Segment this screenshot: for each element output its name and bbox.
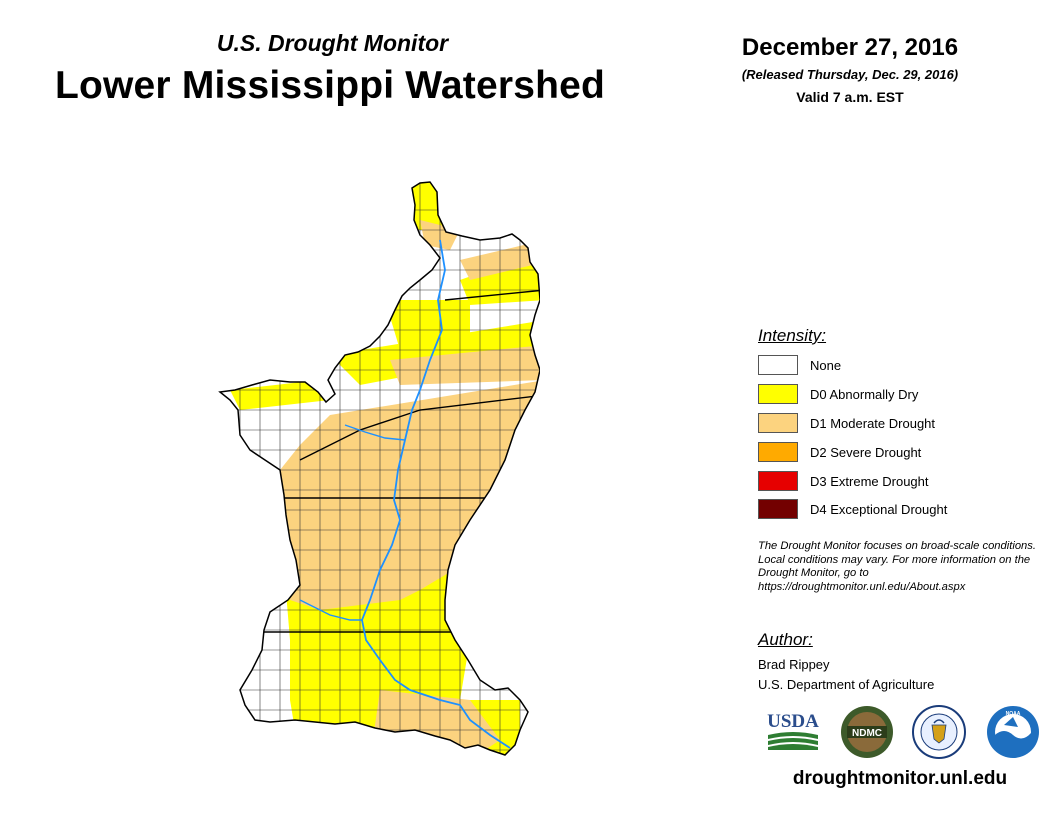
legend-title: Intensity: xyxy=(758,326,827,345)
legend-label: D2 Severe Drought xyxy=(810,445,922,460)
website-link[interactable]: droughtmonitor.unl.edu xyxy=(792,768,1008,789)
valid-time: Valid 7 a.m. EST xyxy=(796,89,904,105)
legend-swatch xyxy=(758,384,798,404)
legend-label: D1 Moderate Drought xyxy=(810,416,936,431)
legend-label: D3 Extreme Drought xyxy=(810,474,929,489)
river-tributary xyxy=(344,424,406,441)
release-date: (Released Thursday, Dec. 29, 2016) xyxy=(741,67,959,82)
drought-map xyxy=(219,181,540,756)
legend-label: None xyxy=(810,358,842,373)
legend-swatch xyxy=(758,413,798,433)
map-subtitle: U.S. Drought Monitor xyxy=(216,30,449,56)
legend-label: D4 Exceptional Drought xyxy=(810,502,948,517)
mississippi-river xyxy=(361,239,511,749)
noaa-logo-text: NOAA xyxy=(1006,711,1021,717)
ndmc-logo: NDMC xyxy=(841,706,893,758)
author-organization: U.S. Department of Agriculture xyxy=(758,677,935,692)
disclaimer-text: The Drought Monitor focuses on broad-sca… xyxy=(758,540,1036,593)
noaa-logo: NOAA xyxy=(987,706,1039,758)
author-name: Brad Rippey xyxy=(758,657,830,672)
usda-logo: USDA xyxy=(767,711,819,750)
map-title: Lower Mississippi Watershed xyxy=(54,64,606,107)
commerce-seal xyxy=(912,705,966,759)
legend-swatch xyxy=(758,499,798,519)
usda-logo-text: USDA xyxy=(767,711,819,732)
river-tributary xyxy=(299,599,362,621)
ndmc-logo-text: NDMC xyxy=(852,728,882,739)
legend-swatch xyxy=(758,355,798,375)
author-heading: Author: xyxy=(758,630,813,649)
legend-label: D0 Abnormally Dry xyxy=(810,387,919,402)
map-date: December 27, 2016 xyxy=(741,34,959,61)
legend-swatch xyxy=(758,442,798,462)
legend-swatch xyxy=(758,471,798,491)
